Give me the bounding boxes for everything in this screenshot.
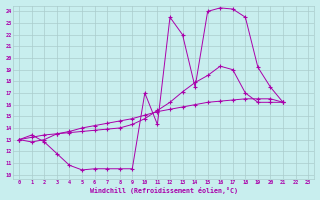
X-axis label: Windchill (Refroidissement éolien,°C): Windchill (Refroidissement éolien,°C) [90,187,238,194]
